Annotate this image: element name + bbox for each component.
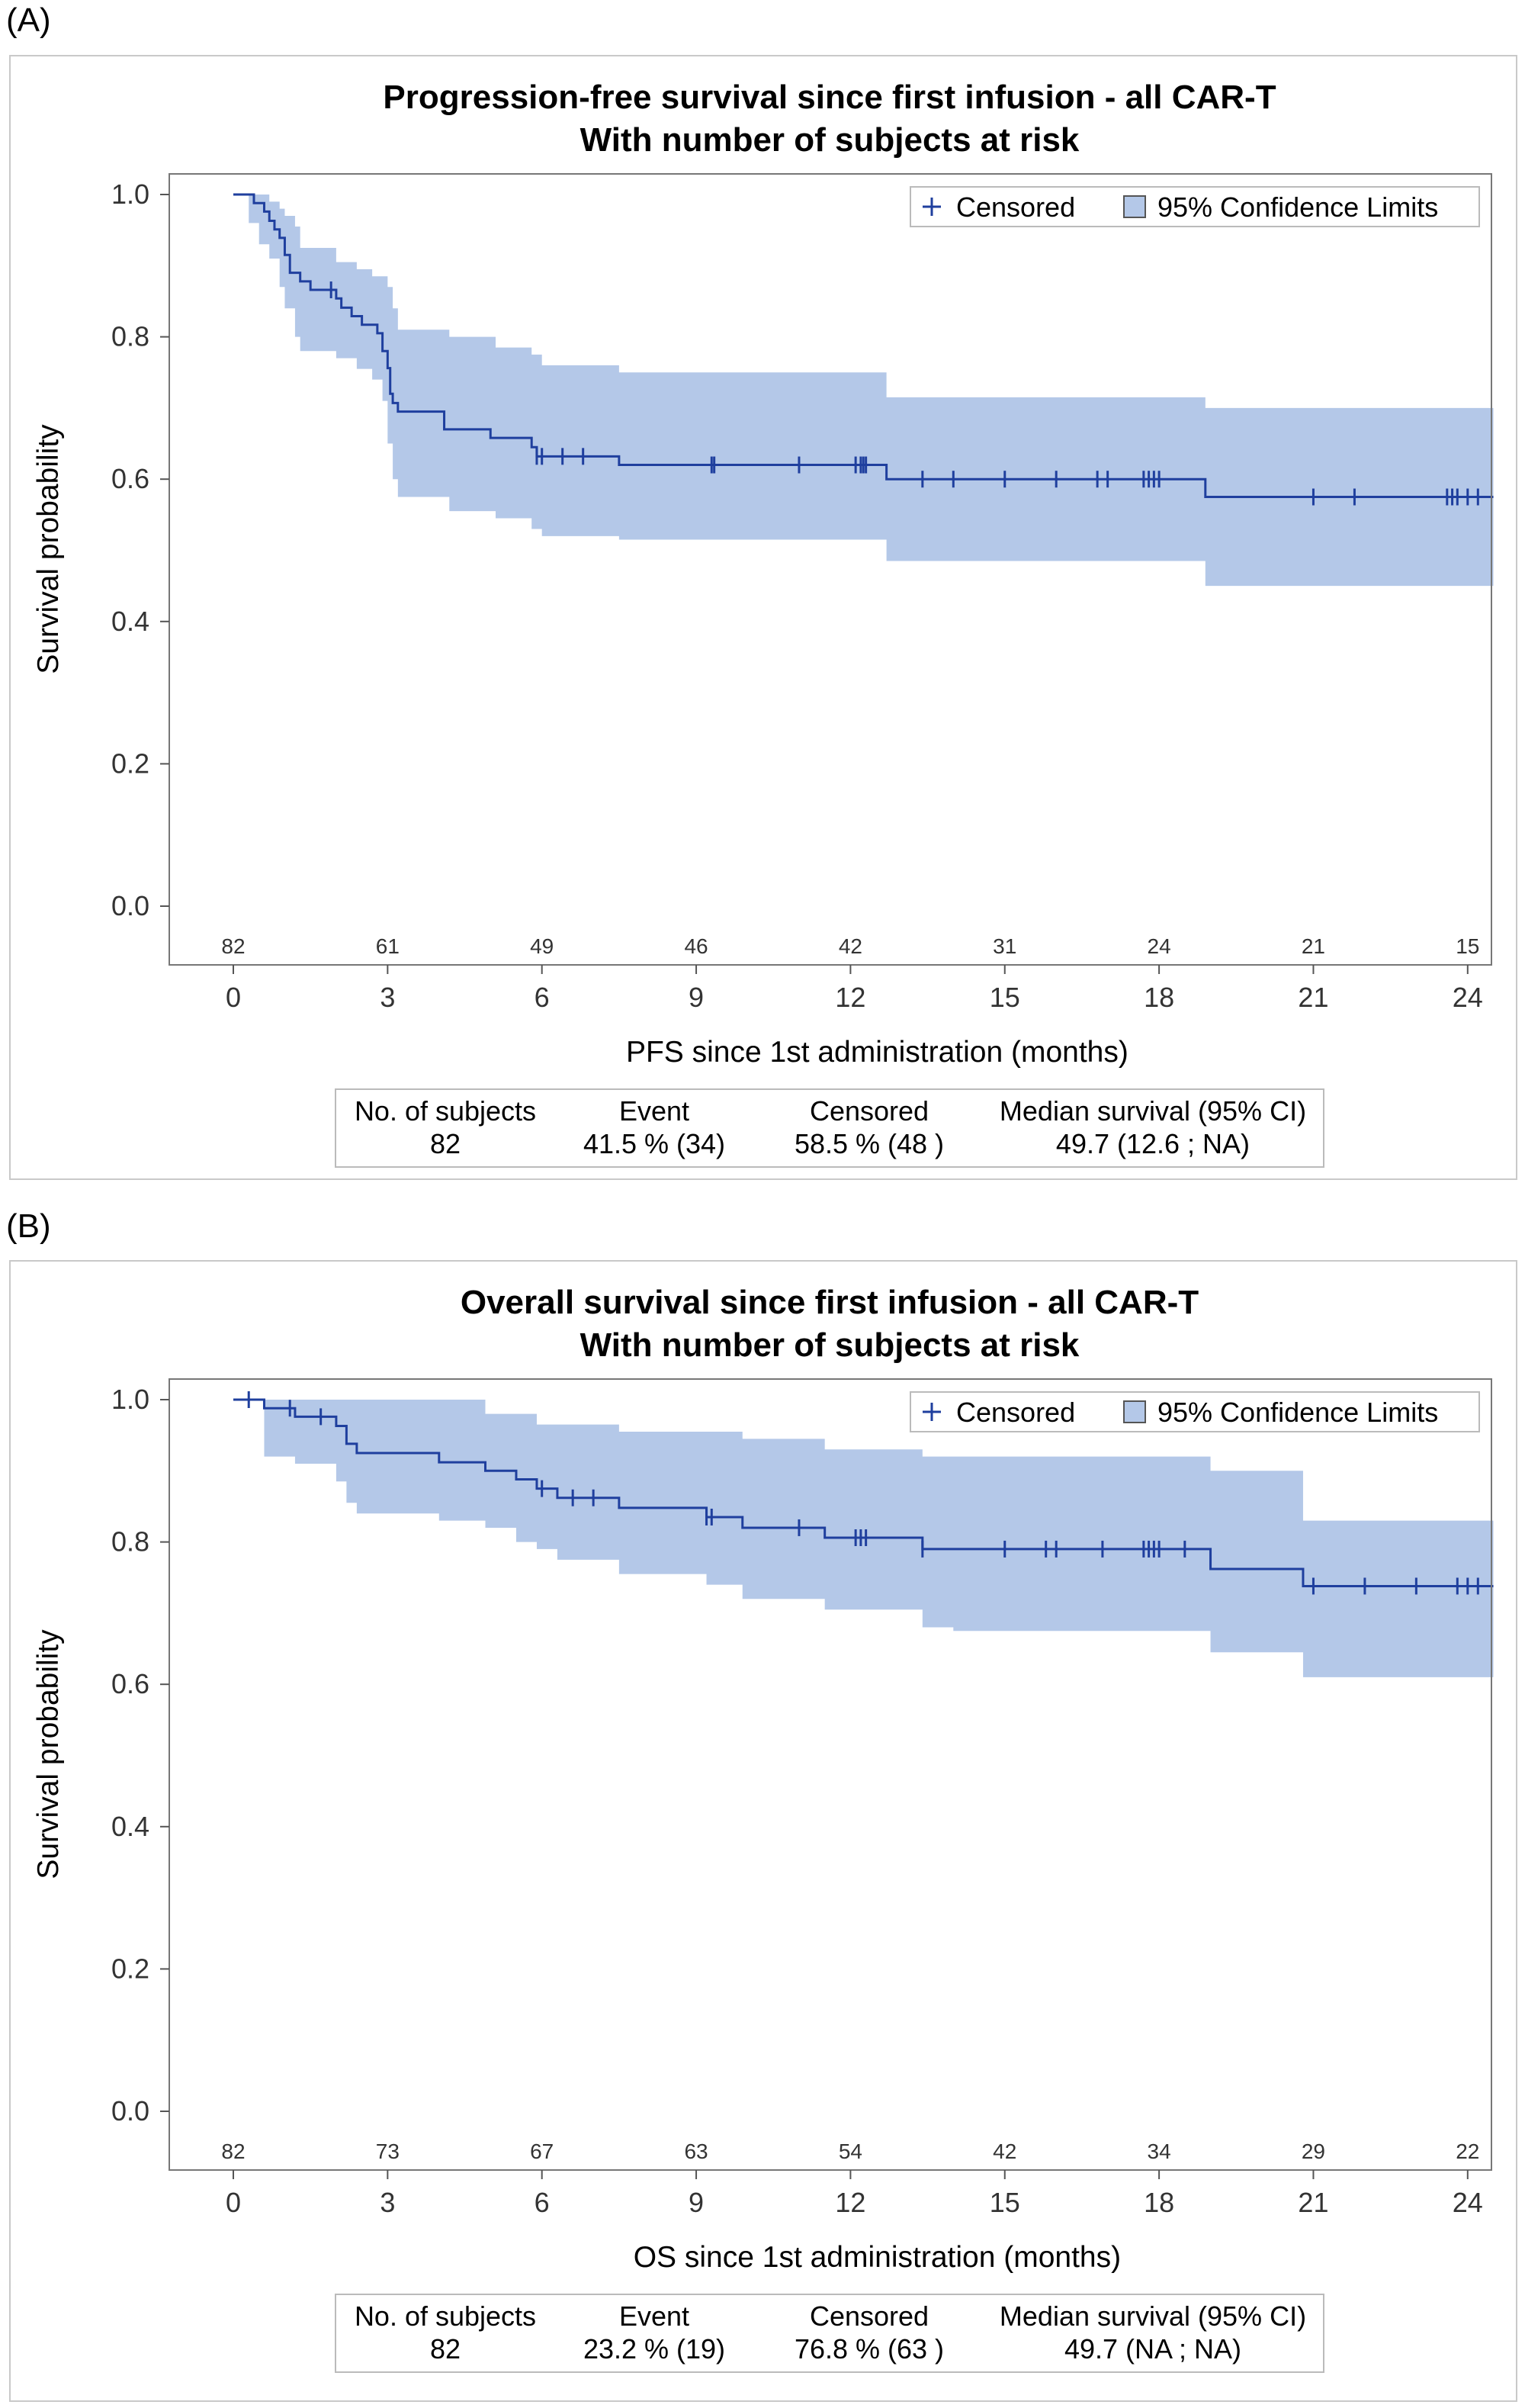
panel-b-at-risk-count: 34	[1148, 2140, 1171, 2163]
panel-a-confidence-band	[233, 195, 1494, 587]
panel-b-stats-header: Censored	[810, 2300, 929, 2332]
panel-b-title: Overall survival since first infusion - …	[461, 1284, 1199, 1321]
panel-a-stats-header: Censored	[810, 1095, 929, 1127]
panel-a-stats-value: 41.5 % (34)	[583, 1128, 725, 1159]
panel-b-at-risk-count: 42	[993, 2140, 1016, 2163]
panel-a-at-risk-count: 49	[530, 934, 554, 958]
panel-b-x-tick-label: 0	[226, 2187, 241, 2218]
panel-a-x-tick-label: 6	[535, 982, 550, 1013]
panel-b-at-risk-count: 73	[376, 2140, 400, 2163]
panel-b-stats-header: No. of subjects	[355, 2300, 536, 2332]
panel-b-legend-ci-label: 95% Confidence Limits	[1157, 1397, 1438, 1428]
panel-a-stats-header: No. of subjects	[355, 1095, 536, 1127]
panel-b-x-tick-label: 21	[1298, 2187, 1328, 2218]
panel-a-at-risk-count: 46	[684, 934, 708, 958]
panel-a-at-risk-count: 61	[376, 934, 400, 958]
panel-b-y-tick-label: 0.6	[111, 1668, 149, 1699]
panel-a-y-tick-label: 0.8	[111, 321, 149, 352]
panel-a-x-tick-label: 3	[380, 982, 395, 1013]
panel-a-y-tick-label: 1.0	[111, 178, 149, 210]
panel-a-survival-line	[233, 193, 1494, 499]
panel-b-stats-value: 49.7 (NA ; NA)	[1064, 2333, 1241, 2365]
panel-b-at-risk-count: 63	[684, 2140, 708, 2163]
panel-a-letter: (A)	[6, 2, 51, 39]
panel-a-y-axis-title: Survival probability	[32, 424, 65, 674]
panel-a-at-risk-count: 31	[993, 934, 1016, 958]
panel-b-legend-box	[910, 1391, 1480, 1432]
panel-a-x-tick-label: 18	[1144, 982, 1174, 1013]
panel-b-x-tick-label: 3	[380, 2187, 395, 2218]
panel-a-title: Progression-free survival since first in…	[383, 79, 1276, 116]
panel-b-at-risk-count: 29	[1302, 2140, 1325, 2163]
panel-a-at-risk-count: 24	[1148, 934, 1171, 958]
panel-a-x-axis-title: PFS since 1st administration (months)	[626, 1036, 1128, 1069]
panel-b-y-tick-label: 0.2	[111, 1953, 149, 1984]
panel-b-y-axis-title: Survival probability	[32, 1629, 65, 1879]
panel-b-x-axis-title: OS since 1st administration (months)	[634, 2241, 1121, 2274]
panel-a-chart: Progression-free survival since first in…	[32, 79, 1494, 1168]
panel-b-legend-ci-swatch	[1123, 1400, 1146, 1423]
panel-a-x-tick-label: 24	[1453, 982, 1483, 1013]
panel-a-x-tick-label: 0	[226, 982, 241, 1013]
panel-b-x-tick-label: 24	[1453, 2187, 1483, 2218]
panel-b-y-tick-label: 1.0	[111, 1384, 149, 1415]
panel-b-legend-censored-label: Censored	[956, 1397, 1075, 1428]
panel-a-x-tick-label: 15	[990, 982, 1020, 1013]
panel-a-stats-value: 49.7 (12.6 ; NA)	[1056, 1128, 1250, 1159]
panel-a-x-tick-label: 12	[835, 982, 865, 1013]
panel-b-y-tick-label: 0.4	[111, 1811, 149, 1842]
panel-b-x-tick-label: 9	[689, 2187, 704, 2218]
panel-a-stats-value: 58.5 % (48 )	[795, 1128, 944, 1159]
panel-b-letter: (B)	[6, 1207, 51, 1245]
panel-b-x-tick-label: 18	[1144, 2187, 1174, 2218]
panel-a-legend-ci-label: 95% Confidence Limits	[1157, 191, 1438, 223]
panel-b-y-tick-label: 0.0	[111, 2095, 149, 2127]
panel-a-at-risk-count: 15	[1456, 934, 1479, 958]
panel-b-at-risk-count: 67	[530, 2140, 554, 2163]
panel-a-x-tick-label: 21	[1298, 982, 1328, 1013]
panel-a-stats-value: 82	[430, 1128, 461, 1159]
panel-b-at-risk-count: 54	[839, 2140, 862, 2163]
panel-b-x-tick-label: 6	[535, 2187, 550, 2218]
panel-a-x-tick-label: 9	[689, 982, 704, 1013]
panel-a-plot-frame	[169, 173, 1492, 966]
panel-a-stats-header: Event	[619, 1095, 689, 1127]
panel-b-stats-value: 23.2 % (19)	[583, 2333, 725, 2365]
panel-b-stats-box	[335, 2294, 1324, 2373]
panel-a-y-tick-label: 0.6	[111, 463, 149, 494]
panel-a-legend-censored-label: Censored	[956, 191, 1075, 223]
panel-b-at-risk-count: 82	[221, 2140, 245, 2163]
panel-b-stats-value: 82	[430, 2333, 461, 2365]
panel-b-x-tick-label: 12	[835, 2187, 865, 2218]
panel-b-at-risk-count: 22	[1456, 2140, 1479, 2163]
panel-a-legend-ci-swatch	[1123, 195, 1146, 218]
panel-b-chart: Overall survival since first infusion - …	[32, 1284, 1494, 2373]
panel-a-subtitle: With number of subjects at risk	[580, 121, 1080, 159]
panel-a-at-risk-count: 82	[221, 934, 245, 958]
panel-b-stats-header: Event	[619, 2300, 689, 2332]
panel-a-y-tick-label: 0.2	[111, 747, 149, 779]
panel-a-stats-header: Median survival (95% CI)	[1000, 1095, 1306, 1127]
panel-b-x-tick-label: 15	[990, 2187, 1020, 2218]
panel-a-at-risk-count: 42	[839, 934, 862, 958]
panel-a-stats-box	[335, 1088, 1324, 1168]
panel-a-at-risk-count: 21	[1302, 934, 1325, 958]
panel-b-y-tick-label: 0.8	[111, 1526, 149, 1558]
panel-b-stats-header: Median survival (95% CI)	[1000, 2300, 1306, 2332]
panel-b-plot-frame	[169, 1378, 1492, 2171]
panel-a-legend-box	[910, 186, 1480, 227]
panel-a-y-tick-label: 0.4	[111, 606, 149, 637]
panel-b-subtitle: With number of subjects at risk	[580, 1326, 1080, 1364]
panel-a-y-tick-label: 0.0	[111, 890, 149, 921]
panel-b-stats-value: 76.8 % (63 )	[795, 2333, 944, 2365]
